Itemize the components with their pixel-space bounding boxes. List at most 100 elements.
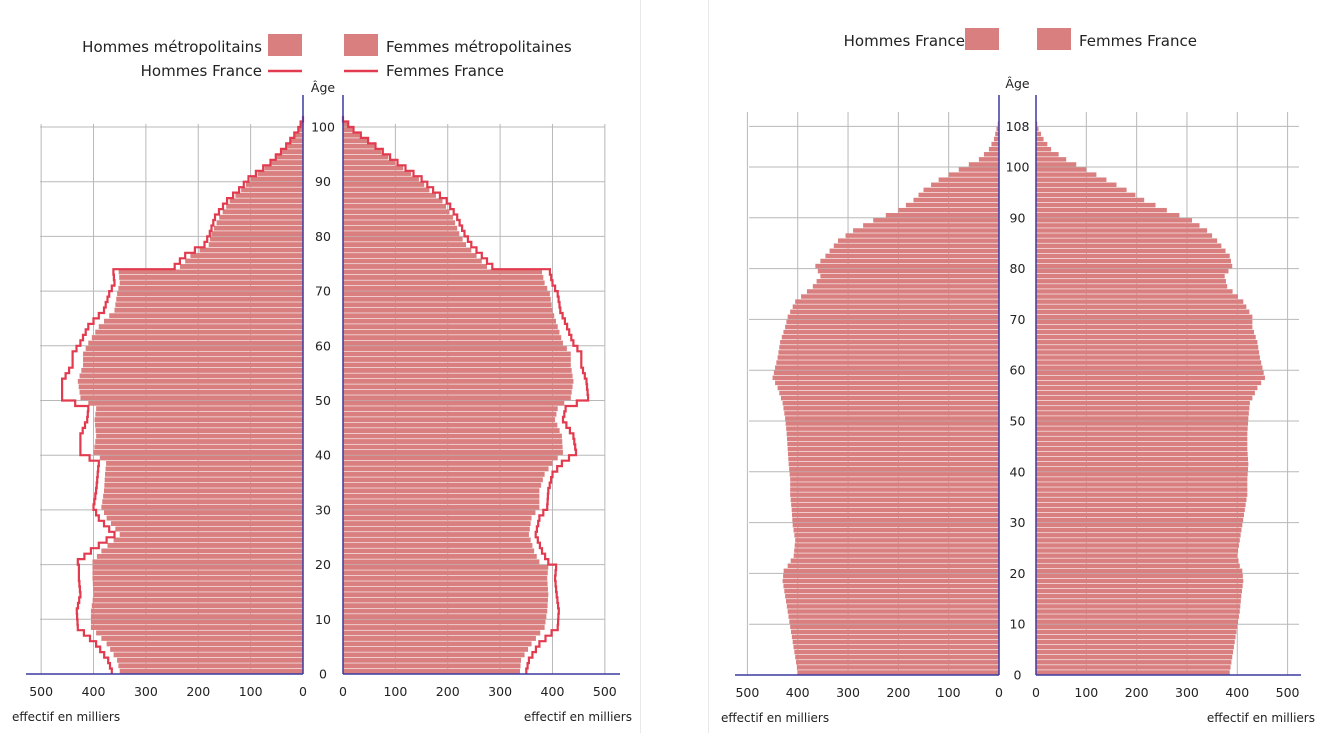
bar-right-age-107 (1036, 126, 1039, 132)
bar-left-age-3 (113, 652, 303, 658)
x-tick-left-100: 100 (239, 684, 263, 699)
bar-right-age-69 (343, 291, 550, 297)
bar-right-age-33 (1036, 502, 1246, 508)
x-tick-right-0: 0 (1032, 685, 1040, 700)
bar-right-age-10 (1036, 619, 1239, 624)
x-tick-left-200: 200 (186, 684, 210, 699)
bar-left-age-3 (795, 654, 999, 660)
bar-right-age-95 (343, 149, 382, 155)
bar-right-age-65 (1036, 340, 1258, 345)
bar-left-age-11 (90, 608, 304, 614)
bar-right-age-89 (343, 182, 425, 187)
bar-left-age-68 (116, 296, 303, 302)
bar-left-age-1 (118, 663, 303, 669)
bar-left-age-21 (787, 563, 999, 569)
bar-left-age-91 (898, 207, 999, 213)
bar-left-age-83 (829, 248, 999, 254)
bar-left-age-76 (812, 284, 999, 289)
bar-right-age-41 (1036, 461, 1249, 467)
bar-right-age-0 (343, 668, 521, 674)
x-tick-right-500: 500 (1276, 685, 1300, 700)
bar-right-age-55 (1036, 390, 1255, 396)
bar-left-age-22 (790, 558, 999, 563)
bar-left-age-13 (92, 597, 304, 603)
bar-right-age-82 (1036, 253, 1230, 259)
bar-left-age-25 (794, 543, 999, 548)
bar-right-age-24 (1036, 548, 1239, 553)
bar-left-age-9 (790, 624, 999, 629)
bar-left-age-24 (113, 537, 303, 543)
x-tick-left-500: 500 (735, 685, 759, 700)
age-tick-50: 50 (315, 393, 331, 408)
bar-right-age-45 (343, 422, 558, 428)
x-unit-label-right: effectif en milliers (524, 710, 632, 724)
x-tick-left-300: 300 (134, 684, 158, 699)
bar-left-age-84 (833, 243, 999, 248)
age-tick-40: 40 (315, 448, 331, 463)
bar-left-age-1 (796, 665, 999, 670)
bar-left-age-54 (780, 395, 999, 401)
bar-right-age-55 (343, 367, 572, 373)
x-unit-label-left: effectif en milliers (12, 710, 120, 724)
bar-left-age-31 (792, 512, 999, 518)
bar-right-age-2 (1036, 660, 1232, 665)
bar-left-age-23 (107, 543, 303, 548)
bar-left-age-29 (792, 522, 999, 528)
bar-right-age-74 (1036, 294, 1238, 299)
bar-left-age-72 (119, 274, 303, 280)
bar-right-age-64 (1036, 345, 1259, 350)
bar-right-age-85 (343, 203, 446, 209)
bar-right-age-8 (1036, 629, 1237, 635)
bar-left-age-94 (276, 154, 303, 160)
bar-right-age-4 (343, 646, 529, 652)
bar-right-age-23 (343, 543, 533, 548)
legend: Hommes métropolitains Femmes métropolitai… (82, 34, 572, 80)
bar-right-age-45 (1036, 441, 1248, 447)
x-tick-left-300: 300 (836, 685, 860, 700)
x-tick-left-0: 0 (299, 684, 307, 699)
bar-right-age-71 (1036, 309, 1250, 315)
bar-left-age-78 (208, 242, 303, 248)
bar-right-age-11 (343, 608, 548, 614)
bar-right-age-3 (1036, 654, 1233, 660)
bar-left-age-47 (786, 431, 999, 436)
bar-right-age-98 (343, 132, 360, 138)
x-tick-left-400: 400 (786, 685, 810, 700)
bar-right-age-94 (343, 154, 389, 160)
bar-left-age-77 (816, 279, 999, 284)
bar-left-age-95 (923, 187, 999, 193)
bar-left-age-57 (775, 380, 999, 386)
bar-left-age-40 (93, 450, 304, 455)
bar-right-age-102 (1036, 152, 1059, 157)
bar-left-age-30 (792, 517, 999, 523)
bar-right-age-53 (1036, 400, 1250, 406)
bar-right-age-43 (1036, 451, 1248, 457)
bar-right-age-99 (343, 127, 353, 133)
bar-left-age-87 (235, 192, 303, 198)
bar-right-age-67 (343, 302, 552, 308)
bar-left-age-53 (782, 400, 999, 406)
bar-right-age-52 (343, 384, 573, 390)
bar-right-age-7 (343, 630, 541, 636)
bar-right-age-91 (343, 171, 412, 176)
bar-right-age-19 (1036, 573, 1243, 579)
bar-left-age-69 (786, 319, 999, 325)
bar-right-age-39 (1036, 472, 1248, 477)
bar-left-age-23 (793, 553, 999, 558)
bar-left-age-16 (784, 588, 999, 594)
bar-right-age-98 (1036, 172, 1097, 177)
bar-right-age-31 (1036, 512, 1244, 518)
age-tick-70: 70 (315, 284, 331, 299)
bar-left-age-97 (291, 138, 303, 144)
bar-left-age-0 (119, 668, 303, 674)
bar-right-age-79 (343, 236, 463, 242)
bar-left-age-37 (790, 482, 999, 487)
bar-right-age-63 (1036, 350, 1260, 355)
bar-right-age-96 (1036, 182, 1117, 188)
bar-right-age-73 (1036, 299, 1244, 304)
bar-left-age-66 (114, 307, 303, 313)
bar-left-age-87 (853, 228, 999, 233)
age-tick-10: 10 (1010, 617, 1026, 632)
x-unit-label-left: effectif en milliers (721, 711, 829, 725)
bar-left-age-13 (786, 604, 999, 609)
